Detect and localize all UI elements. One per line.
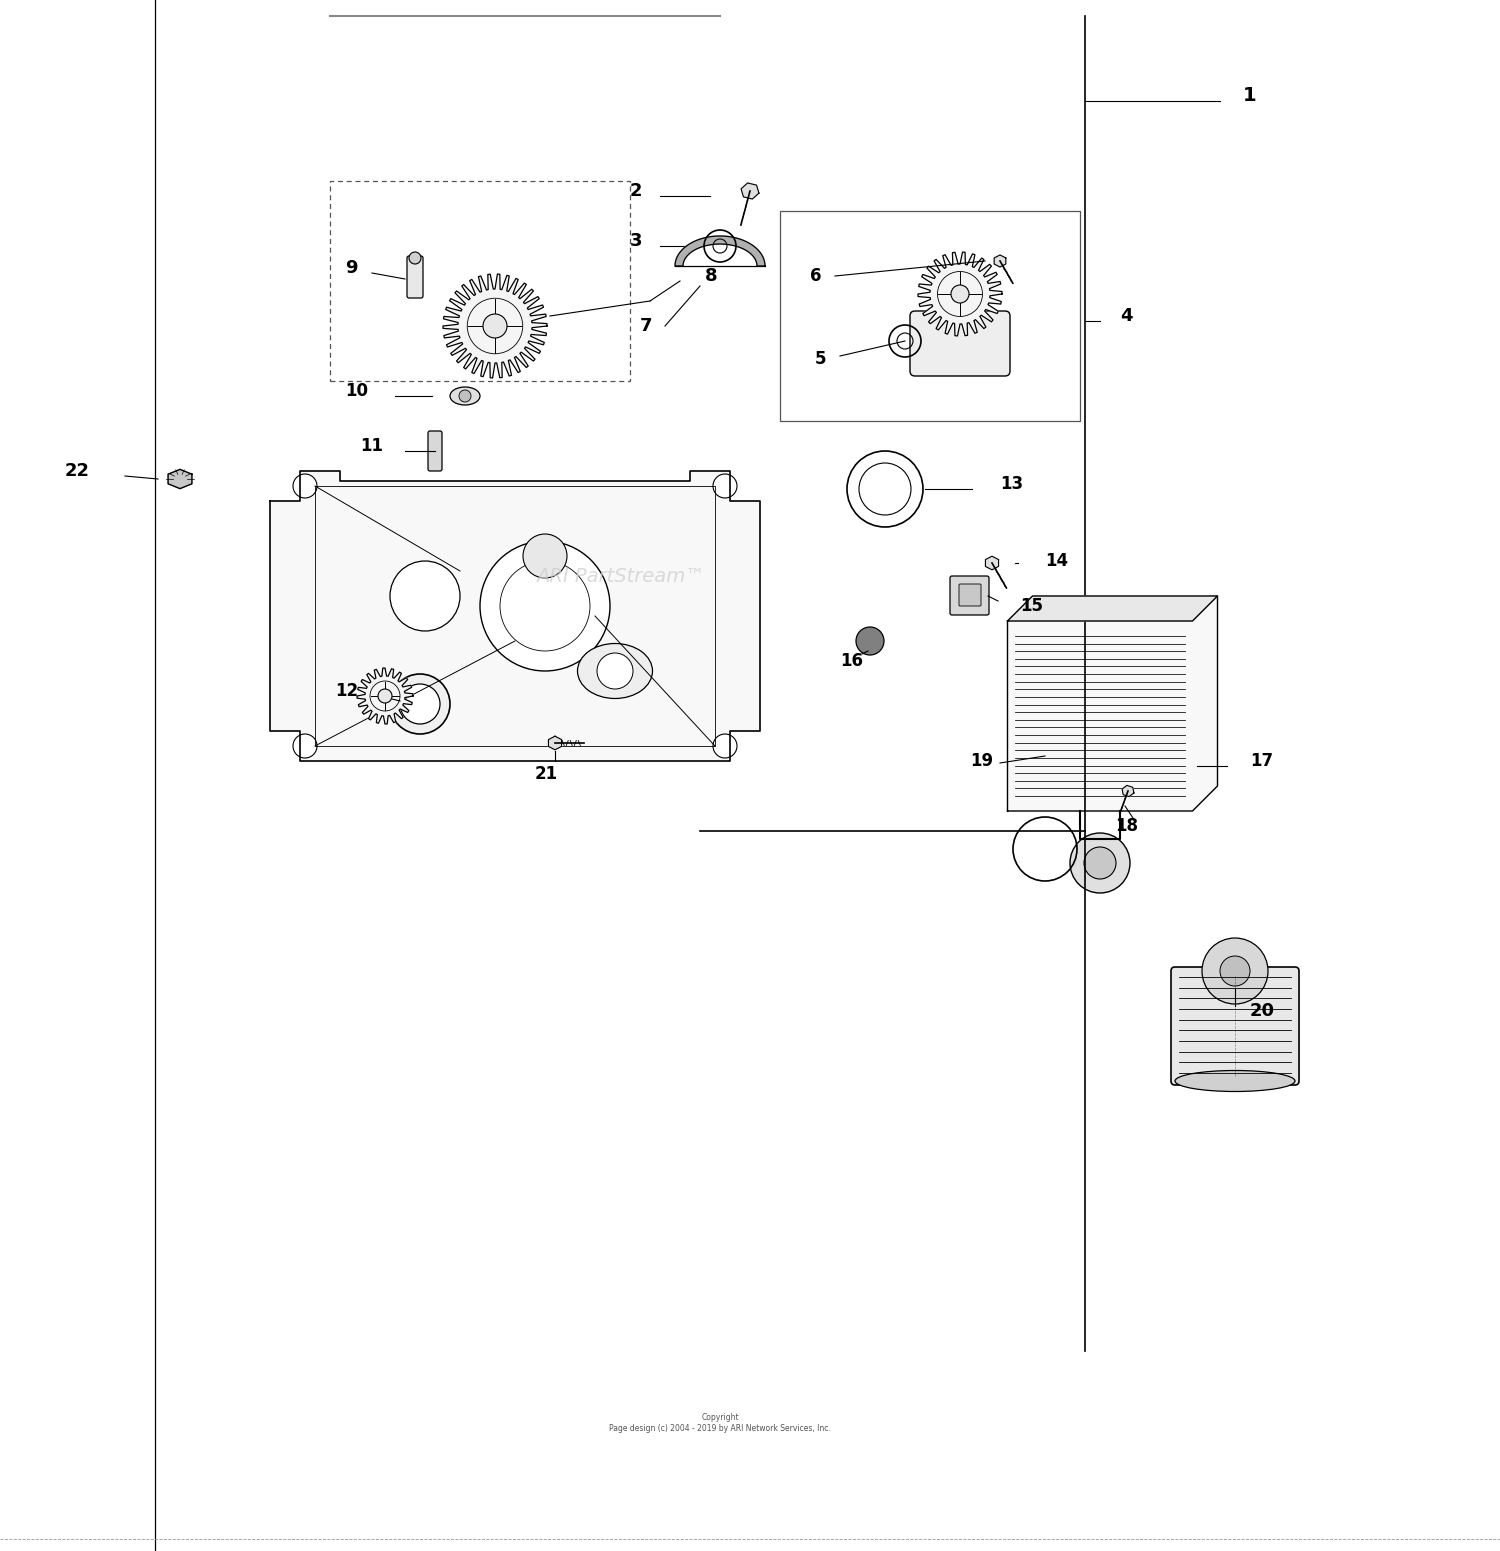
Circle shape <box>292 475 316 498</box>
FancyBboxPatch shape <box>950 575 988 616</box>
Circle shape <box>459 389 471 402</box>
Circle shape <box>1070 833 1130 893</box>
Text: 22: 22 <box>64 462 90 479</box>
Text: 15: 15 <box>1020 597 1042 616</box>
Text: 1: 1 <box>1244 85 1257 105</box>
Text: 3: 3 <box>630 233 642 250</box>
Polygon shape <box>675 236 765 267</box>
Text: Copyright
Page design (c) 2004 - 2019 by ARI Network Services, Inc.: Copyright Page design (c) 2004 - 2019 by… <box>609 1413 831 1433</box>
Circle shape <box>524 534 567 579</box>
Text: 12: 12 <box>334 682 358 700</box>
Circle shape <box>712 734 736 758</box>
Text: 2: 2 <box>630 181 642 200</box>
Circle shape <box>410 251 422 264</box>
FancyBboxPatch shape <box>1172 966 1299 1086</box>
Circle shape <box>712 475 736 498</box>
Ellipse shape <box>450 388 480 405</box>
Circle shape <box>1220 955 1250 986</box>
Text: 18: 18 <box>1114 817 1138 834</box>
Ellipse shape <box>1174 1070 1294 1092</box>
Text: 11: 11 <box>360 437 382 454</box>
Polygon shape <box>270 472 760 762</box>
Ellipse shape <box>578 644 652 698</box>
Text: 19: 19 <box>970 752 993 769</box>
Polygon shape <box>549 737 561 749</box>
Text: 4: 4 <box>1120 307 1132 326</box>
Text: ARI PartStream™: ARI PartStream™ <box>536 566 705 585</box>
FancyBboxPatch shape <box>910 312 1010 375</box>
Circle shape <box>378 689 392 703</box>
Bar <box>330 181 630 382</box>
Circle shape <box>292 734 316 758</box>
Polygon shape <box>741 183 759 199</box>
Text: 5: 5 <box>815 351 827 368</box>
Text: 13: 13 <box>1000 475 1023 493</box>
Circle shape <box>1084 847 1116 879</box>
Polygon shape <box>1008 596 1218 620</box>
Bar <box>780 211 1080 420</box>
Circle shape <box>856 627 883 655</box>
Circle shape <box>597 653 633 689</box>
FancyBboxPatch shape <box>406 256 423 298</box>
Polygon shape <box>918 253 1002 337</box>
Text: 8: 8 <box>705 267 717 285</box>
Circle shape <box>480 541 610 672</box>
Circle shape <box>400 684 439 724</box>
Text: 14: 14 <box>1046 552 1068 571</box>
Polygon shape <box>986 557 999 569</box>
Text: 16: 16 <box>840 651 862 670</box>
Text: 6: 6 <box>810 267 822 285</box>
Circle shape <box>1202 938 1268 1003</box>
Text: 7: 7 <box>640 316 652 335</box>
FancyBboxPatch shape <box>427 431 442 472</box>
Circle shape <box>390 561 460 631</box>
Polygon shape <box>1008 596 1218 811</box>
Circle shape <box>390 675 450 734</box>
Text: 21: 21 <box>536 765 558 783</box>
Polygon shape <box>1122 785 1134 797</box>
Circle shape <box>483 313 507 338</box>
Text: 10: 10 <box>345 382 368 400</box>
Circle shape <box>951 285 969 302</box>
Text: 17: 17 <box>1250 752 1274 769</box>
FancyBboxPatch shape <box>958 585 981 606</box>
Polygon shape <box>994 254 1006 267</box>
Text: 9: 9 <box>345 259 357 278</box>
Polygon shape <box>442 275 548 378</box>
Polygon shape <box>357 668 413 724</box>
Polygon shape <box>168 470 192 489</box>
Text: 20: 20 <box>1250 1002 1275 1021</box>
